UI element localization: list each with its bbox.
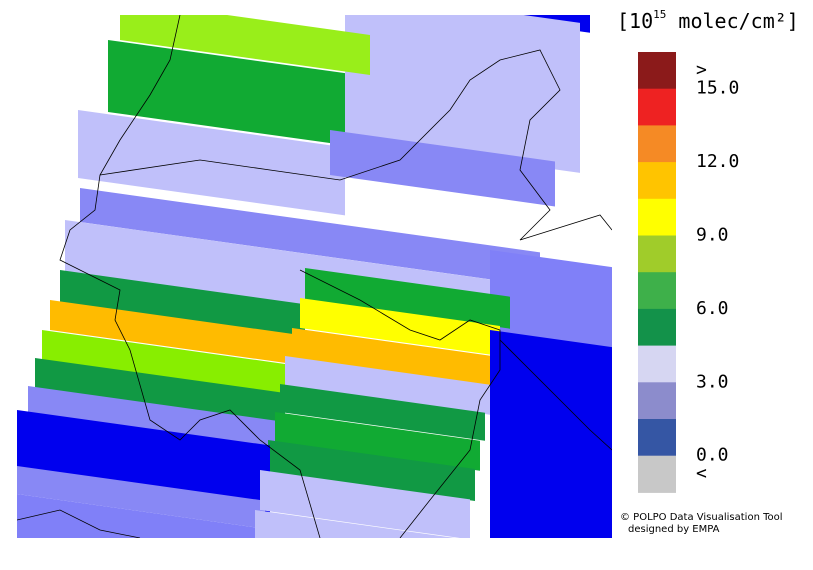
satellite-swath: [17, 15, 612, 538]
legend-label: >: [696, 59, 707, 80]
pixel-strip: [78, 110, 345, 216]
legend-title: [1015 molec/cm²]: [617, 8, 799, 33]
pixel-strip: [35, 358, 285, 423]
pixel-strip: [260, 470, 470, 538]
pixel-strip: [285, 356, 490, 415]
credit-line: designed by EMPA: [628, 524, 720, 535]
legend-label: 15.0: [696, 78, 739, 99]
legend-swatch: [638, 455, 676, 493]
pixel-strip: [17, 494, 258, 538]
legend-swatch: [638, 345, 676, 383]
pixel-strip: [80, 188, 540, 287]
legend-label: 6.0: [696, 298, 729, 319]
pixel-strip: [300, 298, 500, 356]
pixel-strip: [292, 328, 495, 387]
legend-swatch: [638, 52, 676, 90]
legend-label: 3.0: [696, 371, 729, 392]
color-legend: [1015 molec/cm²] >15.0 12.0 9.0 6.0 3.0 0.0<: [617, 8, 799, 493]
legend-swatch: [638, 125, 676, 163]
pixel-strip: [60, 270, 305, 337]
pixel-strip: [490, 330, 612, 538]
pixel-strip: [268, 440, 475, 501]
pixel-strip: [330, 130, 555, 207]
pixel-strip: [280, 384, 485, 441]
legend-label: <: [696, 463, 707, 484]
legend-swatch: [638, 235, 676, 273]
legend-swatch: [638, 88, 676, 126]
legend-swatch: [638, 272, 676, 310]
legend-label: 9.0: [696, 225, 729, 246]
pixel-strip: [255, 510, 455, 538]
pixel-strip: [42, 330, 292, 395]
legend-swatch: [638, 308, 676, 347]
pixel-strip: [17, 410, 270, 516]
pixel-strip: [28, 386, 280, 452]
pixel-strip: [305, 268, 510, 329]
pixel-strip: [120, 15, 370, 75]
legend-swatch: [638, 419, 676, 457]
credit-line: © POLPO Data Visualisation Tool: [620, 512, 783, 523]
legend-swatch: [638, 162, 676, 200]
pixel-strip: [50, 300, 300, 365]
pixel-strip: [108, 40, 345, 146]
legend-label: 0.0: [696, 445, 729, 466]
legend-label: 12.0: [696, 151, 739, 172]
pixel-strip: [17, 466, 265, 529]
coastlines: [17, 15, 612, 538]
legend-swatch: [638, 382, 676, 420]
pixel-strip: [275, 412, 480, 471]
legend-swatch: [638, 198, 676, 236]
